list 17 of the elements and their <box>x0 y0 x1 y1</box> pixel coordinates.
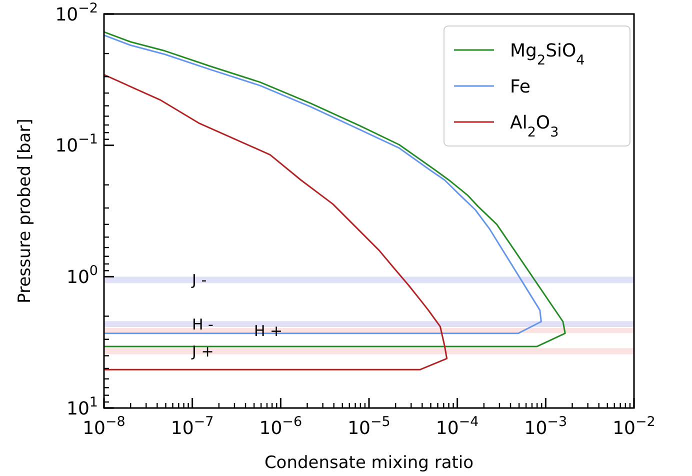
x-tick-label: 10$^{−3}$ <box>524 414 568 439</box>
y-tick-label: 10$^{0}$ <box>66 262 98 288</box>
x-tick-label: 10$^{−5}$ <box>348 414 390 439</box>
x-tick-label: 10$^{−7}$ <box>170 414 214 439</box>
y-axis-title: Pressure probed [bar] <box>15 118 35 304</box>
x-tick-label: 10$^{−2}$ <box>612 414 656 439</box>
y-tick-label: 10$^{−1}$ <box>55 132 98 157</box>
legend-label: Al$_{2}$O$_{3}$ <box>510 112 559 140</box>
band-label: J - <box>191 271 207 290</box>
x-tick-label: 10$^{−4}$ <box>436 414 479 439</box>
legend-label: Fe <box>510 76 530 98</box>
legend-label: Mg$_{2}$SiO$_{4}$ <box>510 40 585 68</box>
band-label: J + <box>191 342 214 360</box>
x-axis-title: Condensate mixing ratio <box>264 453 474 473</box>
y-tick-label: 10$^{−2}$ <box>55 0 98 26</box>
band-label: H - <box>192 315 214 334</box>
x-tick-label: 10$^{−6}$ <box>259 414 302 439</box>
